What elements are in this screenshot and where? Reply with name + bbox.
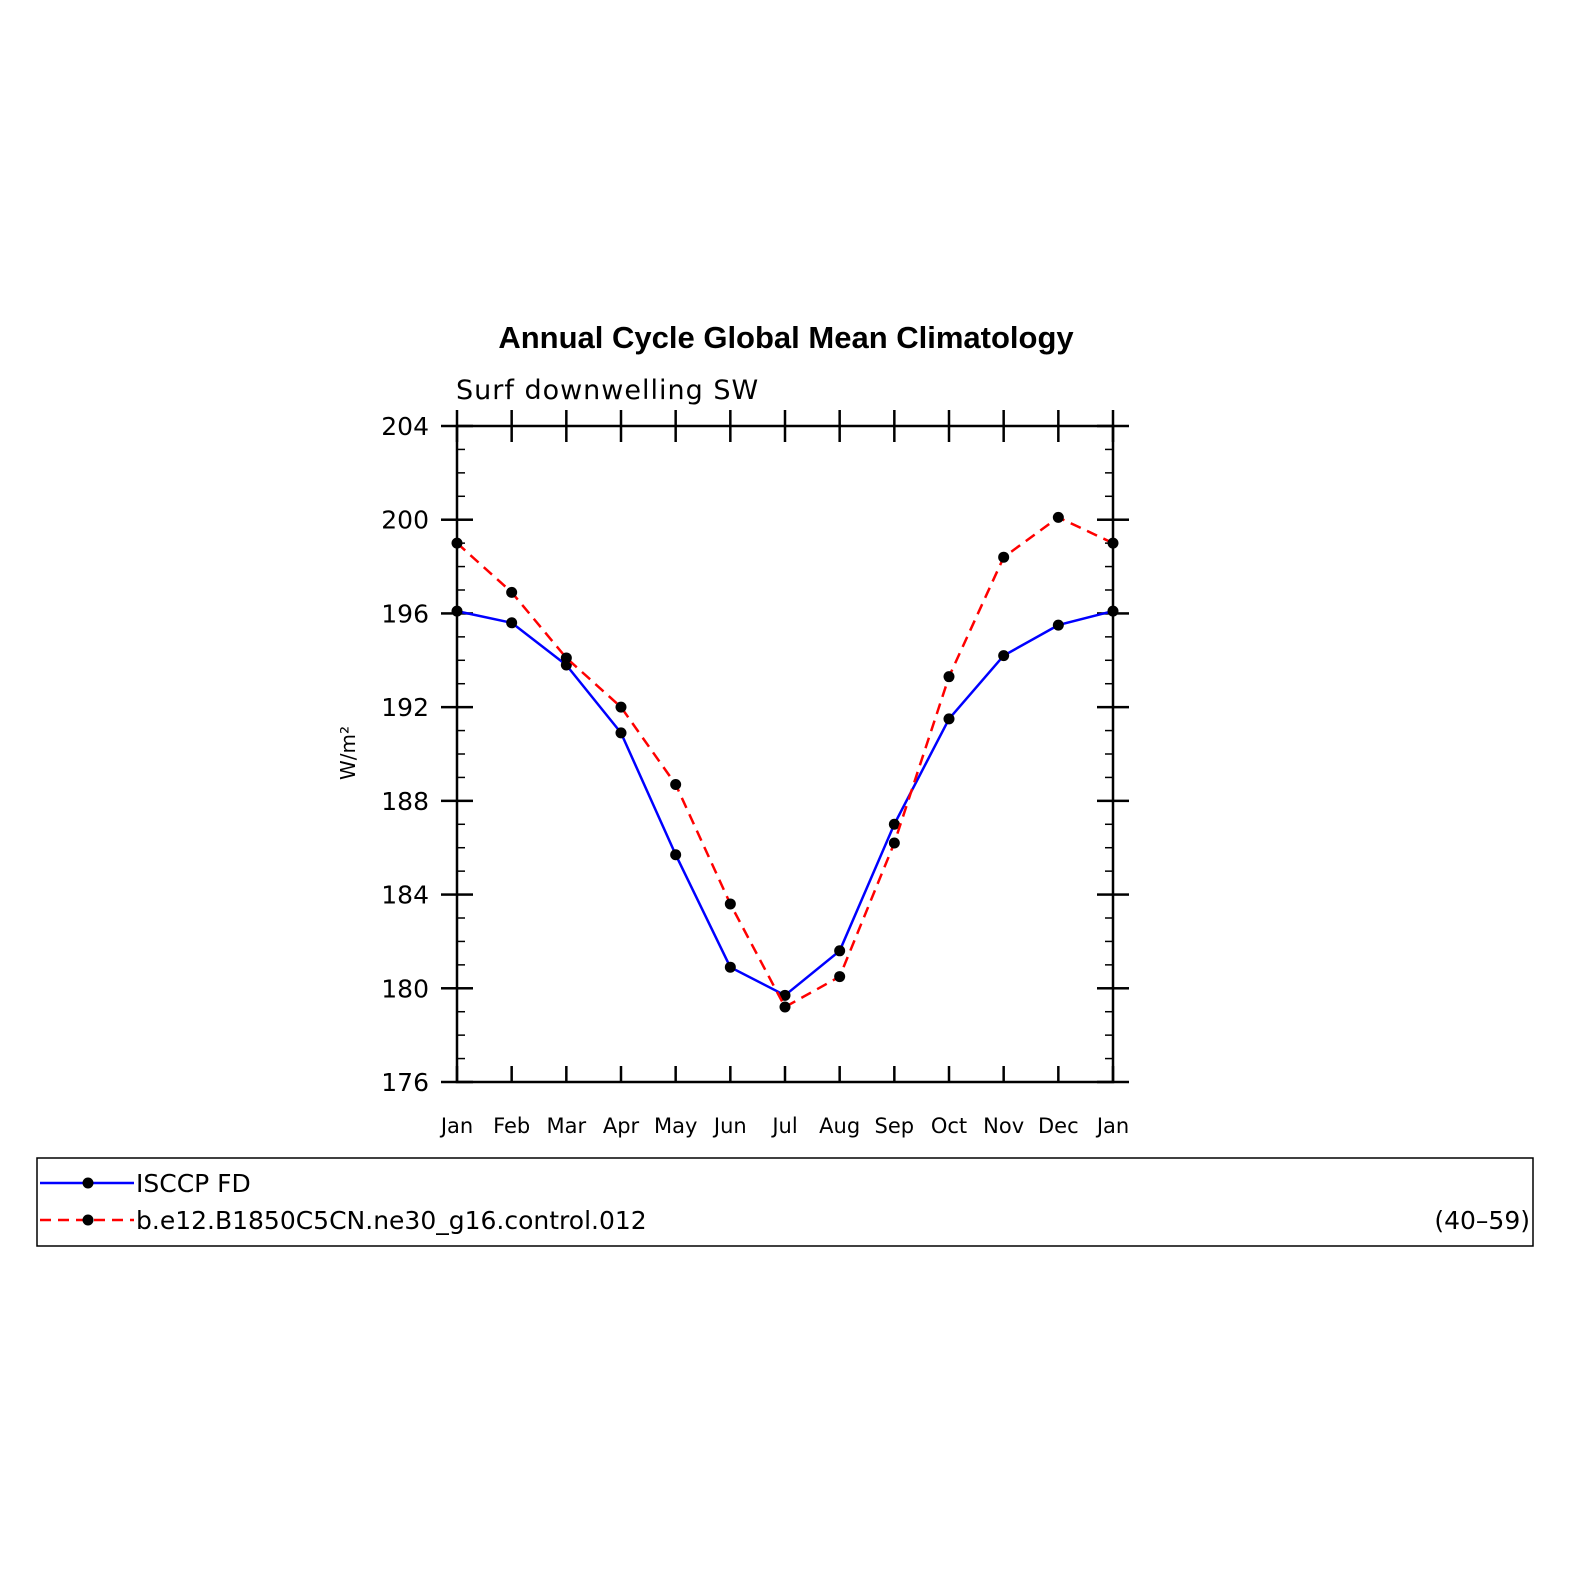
x-tick-label: May <box>654 1114 697 1138</box>
y-tick-label: 184 <box>381 881 429 910</box>
x-tick-label: Jan <box>1095 1114 1129 1138</box>
x-tick-label: Apr <box>603 1114 640 1138</box>
x-tick-label: Oct <box>931 1114 967 1138</box>
legend-box <box>36 1157 1534 1247</box>
y-tick-label: 204 <box>381 412 429 441</box>
y-tick-label: 200 <box>381 506 429 535</box>
series-line <box>456 609 1114 997</box>
tick-marks <box>441 410 1129 1084</box>
x-tick-label: Aug <box>819 1114 860 1138</box>
data-point <box>1052 511 1064 523</box>
series-area <box>451 511 1119 1013</box>
x-tick-label: Jan <box>439 1114 473 1138</box>
data-point <box>451 537 463 549</box>
legend: ISCCP FD b.e12.B1850C5CN.ne30_g16.control… <box>36 1157 1534 1247</box>
data-point <box>779 1001 791 1013</box>
chart-title: Annual Cycle Global Mean Climatology <box>498 320 1074 355</box>
legend-marker <box>82 1214 94 1226</box>
x-tick-label: Feb <box>493 1114 530 1138</box>
data-point <box>834 971 846 983</box>
x-tick-label: Nov <box>983 1114 1024 1138</box>
data-point <box>943 671 955 683</box>
data-point <box>560 652 572 664</box>
legend-label: b.e12.B1850C5CN.ne30_g16.control.012 <box>136 1206 647 1235</box>
y-tick-label: 192 <box>381 693 429 722</box>
y-tick-label: 188 <box>381 787 429 816</box>
y-axis-label: W/m² <box>336 726 360 780</box>
x-tick-label: Mar <box>547 1114 587 1138</box>
data-point <box>1107 605 1119 617</box>
legend-marker <box>82 1177 94 1189</box>
y-tick-labels: 176 180 184 188 192 196 200 204 <box>381 412 429 1097</box>
legend-entry: b.e12.B1850C5CN.ne30_g16.control.012 <box>40 1206 647 1235</box>
data-point <box>451 605 463 617</box>
x-tick-label: Dec <box>1038 1114 1079 1138</box>
data-point <box>1107 537 1119 549</box>
data-point <box>779 989 791 1001</box>
plot-frame <box>455 424 1115 1084</box>
data-point <box>724 898 736 910</box>
legend-entry: ISCCP FD <box>40 1169 251 1198</box>
data-point <box>724 961 736 973</box>
y-tick-label: 196 <box>381 599 429 628</box>
axes: 176 180 184 188 192 196 200 204 Jan Feb Mar Apr May… <box>381 410 1129 1138</box>
x-tick-label: Jun <box>712 1114 747 1138</box>
data-point <box>834 945 846 957</box>
data-point <box>998 650 1010 662</box>
data-point <box>888 818 900 830</box>
x-tick-label: Jul <box>770 1114 797 1138</box>
data-point <box>615 701 627 713</box>
data-point <box>1052 619 1064 631</box>
data-point <box>506 617 518 629</box>
x-tick-label: Sep <box>875 1114 915 1138</box>
chart-subtitle: Surf downwelling SW <box>456 375 759 406</box>
data-point <box>943 713 955 725</box>
data-point <box>998 551 1010 563</box>
data-point <box>670 849 682 861</box>
legend-note: (40–59) <box>1434 1206 1530 1235</box>
data-point <box>506 586 518 598</box>
y-tick-label: 176 <box>381 1068 429 1097</box>
legend-entries: ISCCP FD b.e12.B1850C5CN.ne30_g16.control… <box>40 1169 647 1235</box>
series-2 <box>451 511 1119 1013</box>
y-tick-label: 180 <box>381 974 429 1003</box>
data-point <box>888 837 900 849</box>
data-point <box>670 778 682 790</box>
x-tick-labels: Jan Feb Mar Apr May Jun Jul Aug Sep Oct Nov Dec Jan <box>439 1114 1129 1138</box>
legend-label: ISCCP FD <box>136 1169 251 1198</box>
series-line <box>456 515 1114 1009</box>
data-point <box>615 727 627 739</box>
series-1 <box>451 605 1119 1001</box>
